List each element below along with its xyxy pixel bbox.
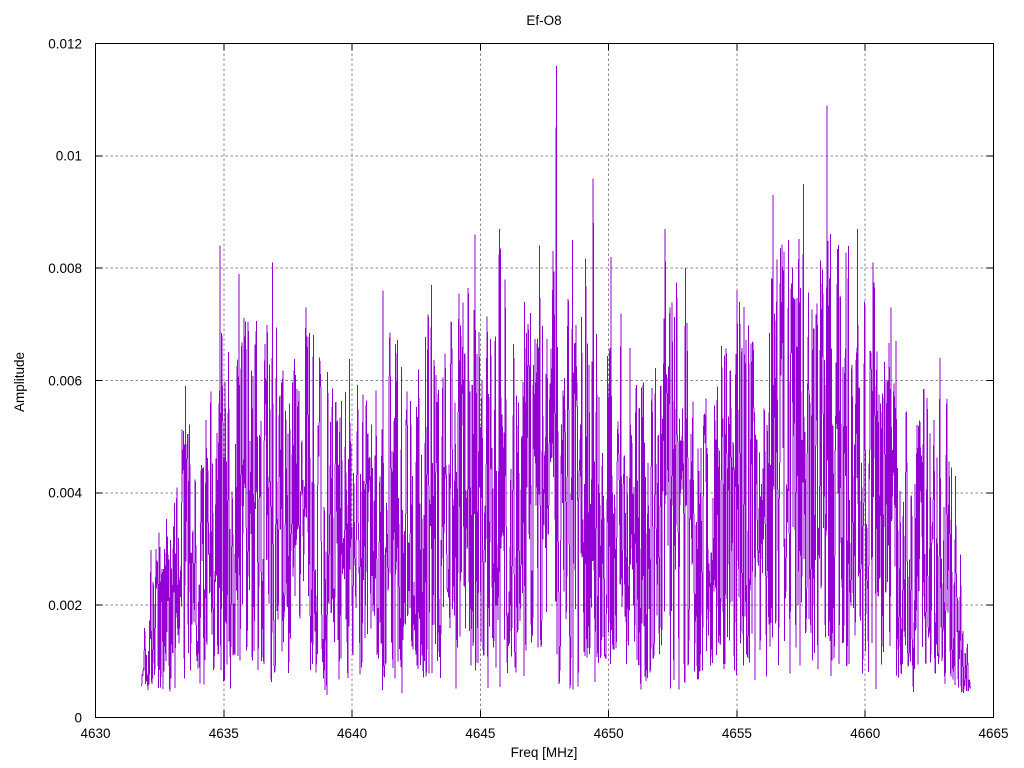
- y-tick-label: 0.004: [48, 486, 82, 501]
- x-tick-label: 4635: [209, 726, 239, 741]
- x-tick-label: 4645: [465, 726, 495, 741]
- y-tick-label: 0.012: [48, 36, 82, 51]
- x-tick-label: 4640: [337, 726, 367, 741]
- tick-labels: 4630 4635 4640 4645 4650 4655 4660 4665 0 0.002 0.…: [48, 36, 1008, 741]
- y-tick-label: 0.002: [48, 598, 82, 613]
- axis-ticks: [95, 43, 994, 718]
- x-tick-label: 4655: [722, 726, 752, 741]
- y-axis-label: Amplitude: [12, 352, 27, 412]
- x-tick-label: 4665: [978, 726, 1008, 741]
- y-tick-label: 0.008: [48, 261, 82, 276]
- y-tick-label: 0: [74, 710, 82, 725]
- y-tick-label: 0.01: [56, 149, 82, 164]
- x-tick-label: 4660: [850, 726, 880, 741]
- x-tick-label: 4630: [80, 726, 110, 741]
- y-tick-label: 0.006: [48, 373, 82, 388]
- spectrum-series-line: [141, 65, 971, 695]
- x-axis-label: Freq [MHz]: [511, 745, 578, 760]
- chart-title: Ef-O8: [526, 13, 561, 28]
- x-tick-label: 4650: [594, 726, 624, 741]
